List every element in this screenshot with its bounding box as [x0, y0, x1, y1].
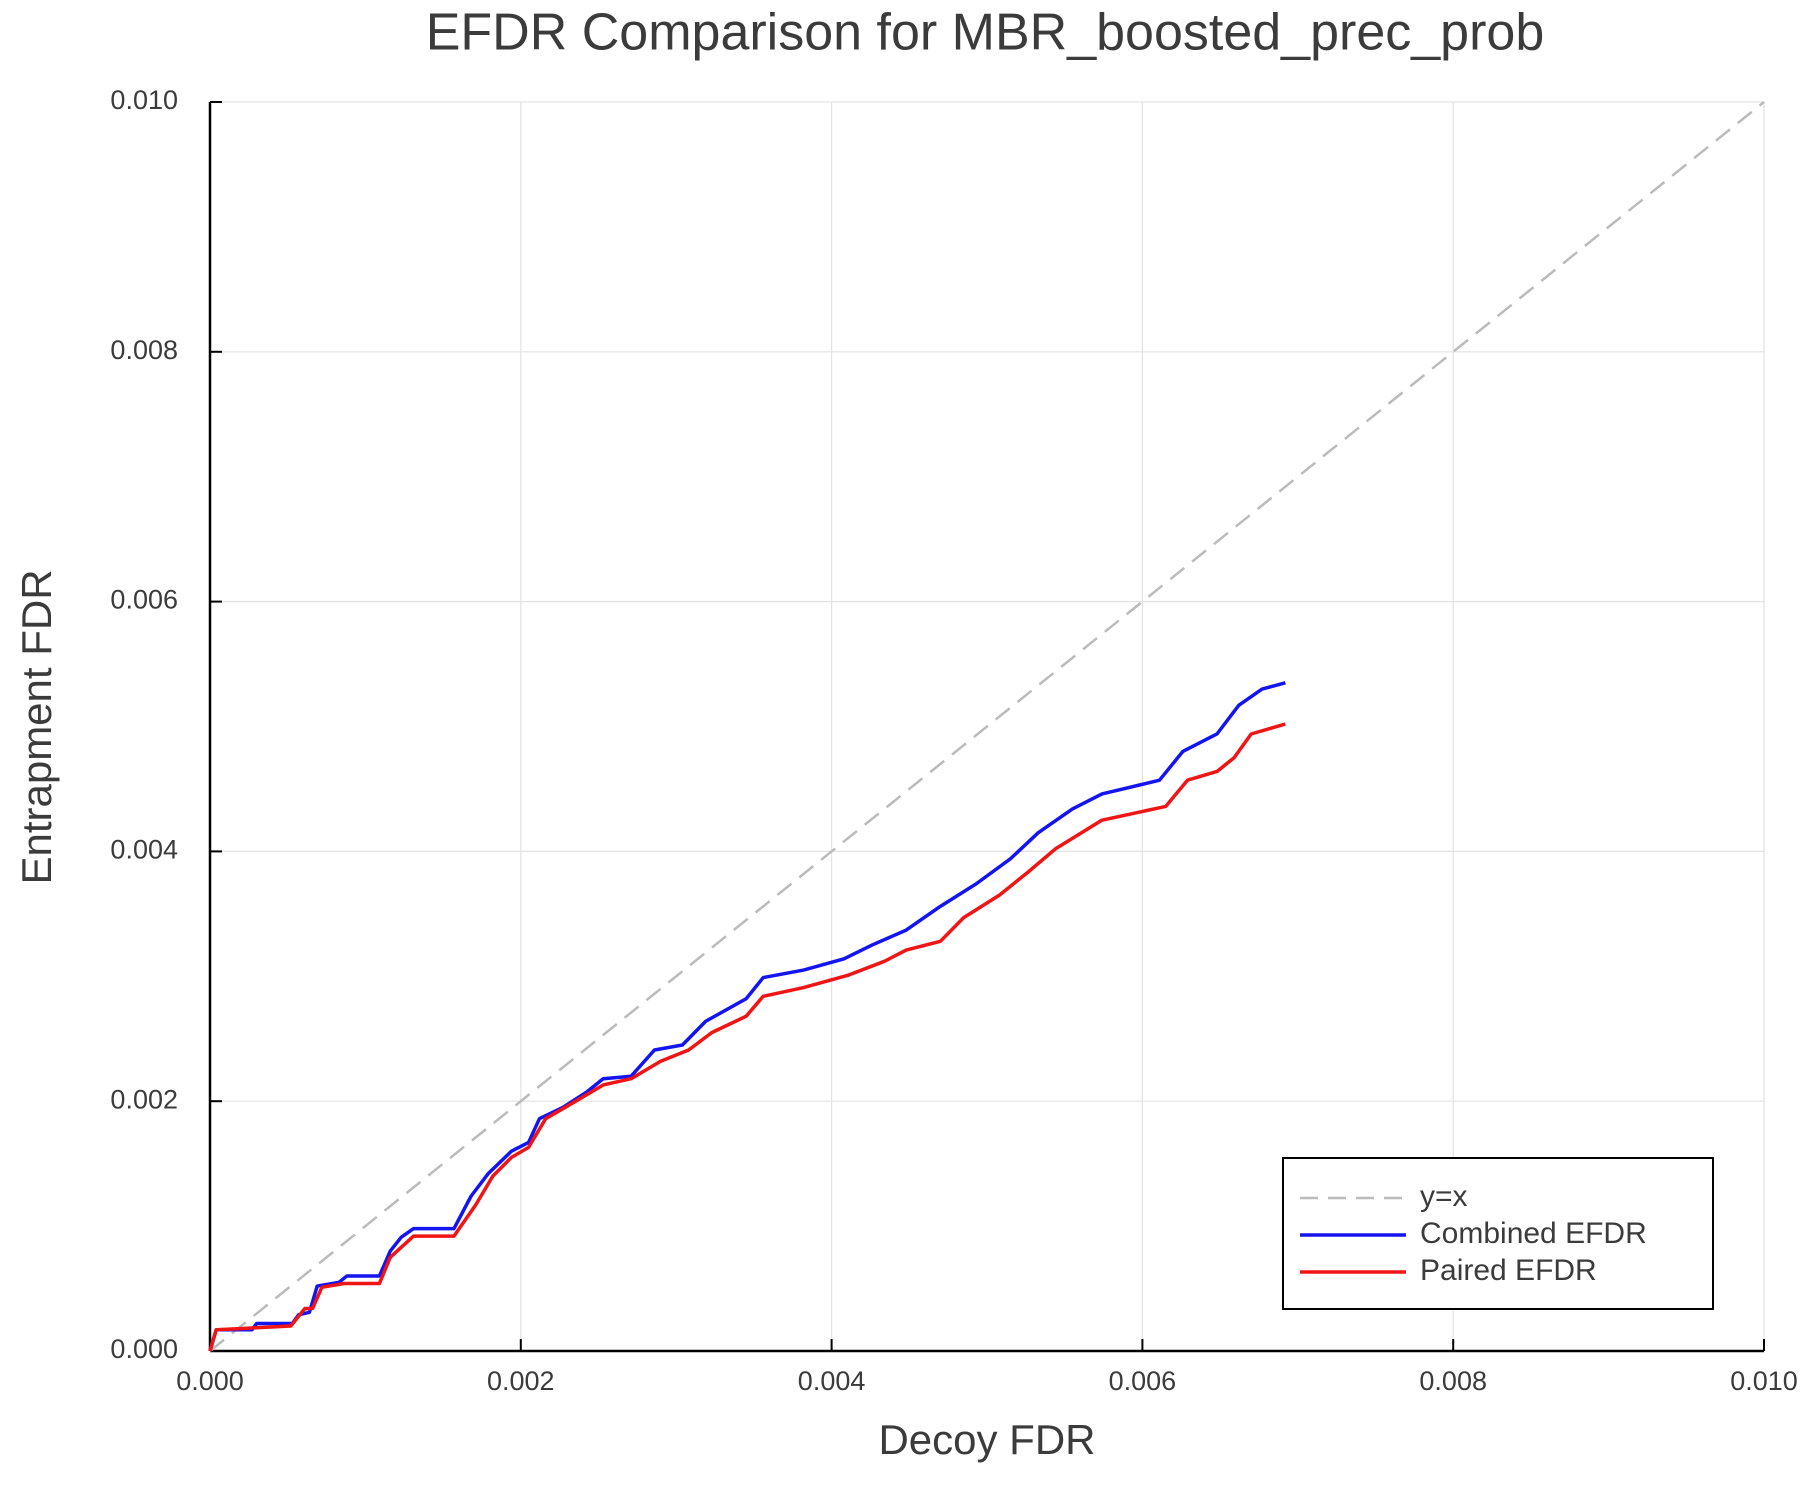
- series-line: [208, 681, 1286, 1352]
- legend-label: Paired EFDR: [1420, 1254, 1597, 1287]
- y-tick-label: 0.000: [110, 1334, 178, 1364]
- y-tick-label: 0.006: [110, 585, 178, 615]
- y-tick-label: 0.010: [110, 85, 178, 115]
- y-tick-label: 0.004: [110, 835, 178, 865]
- series-line: [209, 101, 1765, 1352]
- legend-label: y=x: [1420, 1180, 1468, 1213]
- y-tick-label: 0.008: [110, 335, 178, 365]
- chart-title: EFDR Comparison for MBR_boosted_prec_pro…: [426, 4, 1545, 62]
- y-axis-label: Entrapment FDR: [13, 569, 60, 884]
- x-tick-label: 0.006: [1109, 1366, 1177, 1396]
- x-tick-label: 0.002: [487, 1366, 555, 1396]
- legend: y=x Combined EFDR Paired EFDR: [1282, 1157, 1714, 1310]
- x-tick-label: 0.004: [798, 1366, 866, 1396]
- x-axis-label: Decoy FDR: [878, 1416, 1095, 1463]
- x-tick-label: 0.000: [176, 1366, 244, 1396]
- x-tick-label: 0.008: [1419, 1366, 1487, 1396]
- series-line: [208, 722, 1286, 1352]
- legend-label: Combined EFDR: [1420, 1217, 1647, 1250]
- y-tick-label: 0.002: [110, 1084, 178, 1114]
- x-tick-label: 0.010: [1730, 1366, 1798, 1396]
